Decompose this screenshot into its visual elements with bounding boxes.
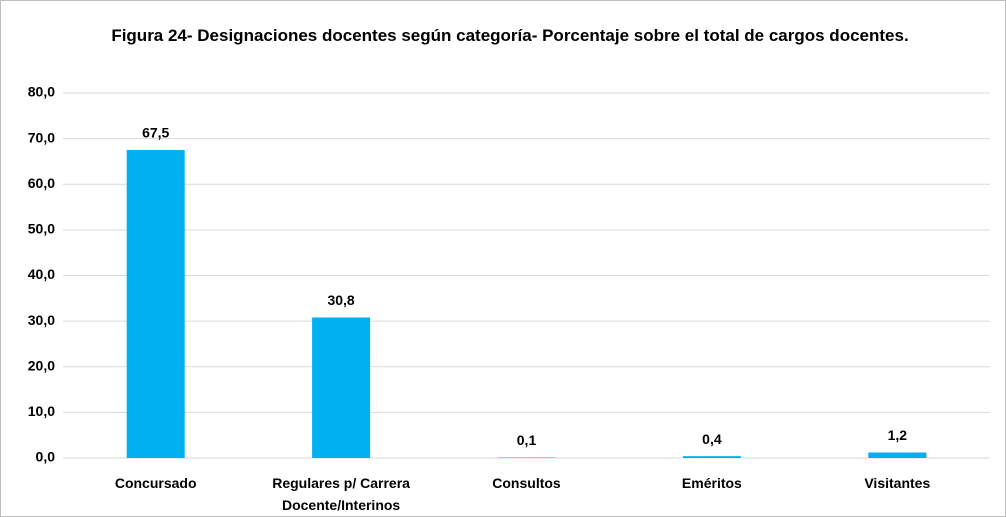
y-tick-label: 50,0: [28, 221, 55, 237]
data-label: 30,8: [327, 292, 354, 308]
data-label: 0,1: [517, 432, 537, 448]
x-tick-label: Concursado: [114, 475, 197, 491]
y-tick-label: 10,0: [28, 403, 55, 419]
x-tick-label: Regulares p/ Carrera Docente/Interinos: [272, 475, 410, 513]
x-tick-label: Consultos: [492, 475, 561, 491]
data-label: 67,5: [142, 125, 169, 141]
y-tick-label: 30,0: [28, 312, 55, 328]
y-tick-label: 70,0: [28, 129, 55, 145]
data-label: 1,2: [888, 427, 908, 443]
y-tick-label: 20,0: [28, 357, 55, 373]
bar: [868, 452, 927, 458]
y-tick-label: 60,0: [28, 175, 55, 191]
data-label: 0,4: [702, 431, 722, 447]
y-tick-label: 40,0: [28, 266, 55, 282]
bar: [312, 317, 371, 458]
y-tick-label: 0,0: [36, 449, 56, 465]
y-tick-label: 80,0: [28, 84, 55, 100]
x-tick-label: Eméritos: [681, 475, 742, 491]
bar: [682, 456, 741, 458]
x-tick-label: Visitantes: [864, 475, 931, 491]
bar: [126, 150, 185, 458]
chart-title: Figura 24- Designaciones docentes según …: [111, 26, 909, 45]
